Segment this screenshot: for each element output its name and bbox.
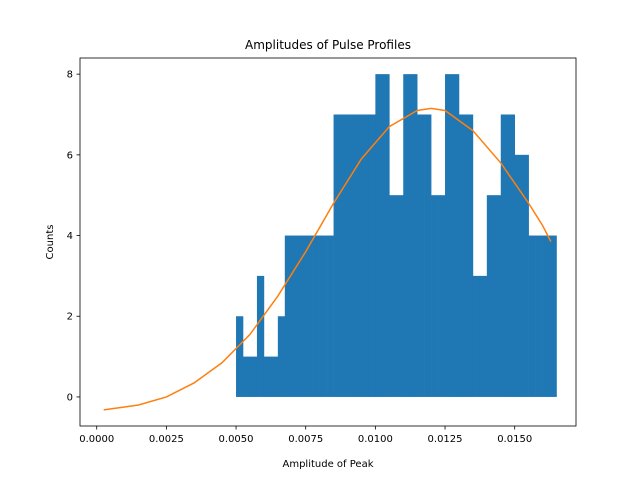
histogram-bar <box>291 235 300 397</box>
x-axis-ticks: 0.0000 0.0025 0.0050 0.0075 0.0100 0.0125 0.01… <box>79 426 532 445</box>
histogram-bar <box>312 235 320 397</box>
histogram-bar <box>361 114 369 397</box>
histogram-bar <box>382 74 390 397</box>
histogram-bar <box>305 235 313 397</box>
y-tick-label: 6 <box>67 150 73 161</box>
histogram-bar <box>375 74 383 397</box>
histogram-bar <box>263 356 272 397</box>
x-tick-label: 0.0150 <box>497 434 532 445</box>
histogram-bar <box>465 114 474 397</box>
histogram-bar <box>249 356 258 397</box>
histogram-bar <box>333 114 341 397</box>
histogram-bar <box>472 275 481 397</box>
histogram-bar <box>277 316 286 397</box>
histogram-bars <box>236 74 557 397</box>
x-tick-label: 0.0000 <box>79 434 114 445</box>
histogram-bar <box>458 114 467 397</box>
histogram-bar <box>507 114 515 397</box>
histogram-bar <box>319 235 327 397</box>
histogram-bar <box>410 74 418 397</box>
histogram-bar <box>486 195 495 397</box>
histogram-bar <box>243 356 251 397</box>
y-axis-label: Counts <box>45 225 56 260</box>
histogram-bar <box>452 74 460 397</box>
plot-frame <box>79 57 577 427</box>
histogram-bar <box>368 114 376 397</box>
x-tick-label: 0.0125 <box>428 434 463 445</box>
x-tick-label: 0.0050 <box>219 434 254 445</box>
histogram-bar <box>431 195 439 397</box>
histogram-bar <box>354 114 362 397</box>
x-tick-label: 0.0100 <box>358 434 393 445</box>
y-tick-label: 8 <box>67 70 73 81</box>
histogram-bar <box>417 114 425 397</box>
histogram-bar <box>347 114 355 397</box>
chart-title: Amplitudes of Pulse Profiles <box>245 38 411 52</box>
histogram-bar <box>493 195 502 397</box>
x-tick-label: 0.0025 <box>149 434 184 445</box>
histogram-bar <box>542 235 550 397</box>
histogram-bar <box>284 235 293 397</box>
histogram-bar <box>236 316 244 397</box>
x-tick-label: 0.0075 <box>288 434 323 445</box>
histogram-bar <box>479 275 488 397</box>
fit-curve <box>103 107 552 411</box>
histogram-bar <box>389 195 397 397</box>
histogram-bar <box>500 114 509 397</box>
x-axis-label: Amplitude of Peak <box>283 459 374 470</box>
histogram-bar <box>521 154 529 397</box>
y-axis-ticks: 0 2 4 6 8 <box>67 70 80 403</box>
y-tick-label: 4 <box>67 231 73 242</box>
histogram-bar <box>340 114 348 397</box>
histogram-bar <box>270 356 279 397</box>
histogram-bar <box>256 275 265 397</box>
histogram-bar <box>403 74 411 397</box>
y-tick-label: 0 <box>67 392 73 403</box>
histogram-bar <box>424 114 432 397</box>
histogram-bar <box>326 235 334 397</box>
histogram-bar <box>535 235 543 397</box>
y-tick-label: 2 <box>67 312 73 323</box>
histogram-bar <box>514 154 522 397</box>
histogram-bar <box>298 235 307 397</box>
histogram-bar <box>549 235 557 397</box>
histogram-bar <box>438 195 446 397</box>
histogram-bar <box>445 74 453 397</box>
histogram-bar <box>528 235 536 397</box>
histogram-bar <box>396 195 404 397</box>
